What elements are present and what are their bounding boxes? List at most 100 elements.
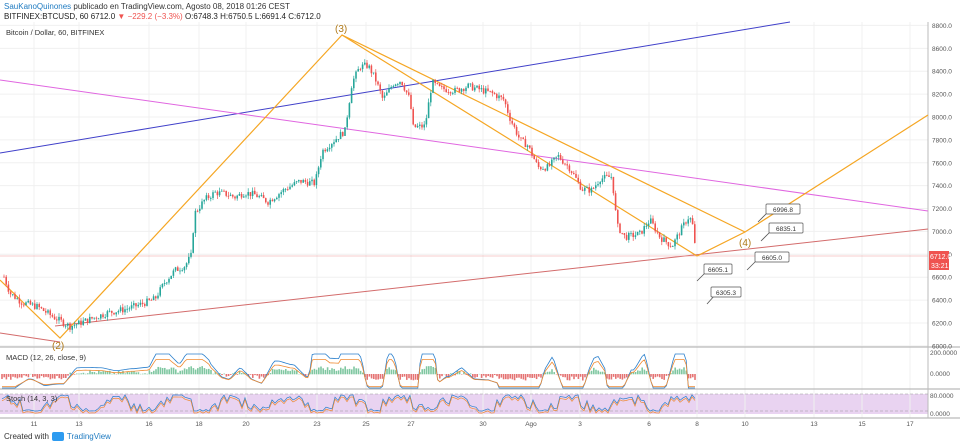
macd-bar [62, 374, 65, 378]
time-tick-label: 25 [362, 421, 370, 428]
price-callout[interactable]: 6605.0 [746, 251, 790, 271]
support-line[interactable] [54, 228, 929, 327]
candle-body [161, 283, 164, 288]
macd-bar [131, 371, 133, 375]
price-tick-label: 8000.0 [932, 114, 952, 121]
candle-body [282, 189, 285, 193]
candle-body [544, 169, 546, 171]
candle-body [507, 104, 509, 113]
macd-bar [414, 374, 417, 380]
candle-body [25, 302, 27, 306]
price-callout[interactable]: 6996.8 [757, 203, 801, 223]
macd-bar [645, 370, 648, 375]
time-tick-label: 10 [741, 421, 749, 428]
candle-body [665, 237, 667, 243]
macd-bar [181, 370, 184, 375]
candle-body [168, 278, 170, 283]
macd-bar [436, 374, 439, 376]
candle-body [366, 62, 368, 68]
candle-body [80, 320, 82, 325]
trend-line-magenta[interactable] [0, 79, 929, 212]
candle-body [612, 176, 615, 194]
price-tick-label: 6200.0 [932, 320, 952, 327]
candle-body [603, 174, 606, 179]
macd-bar [531, 374, 533, 378]
candle-body [247, 192, 249, 196]
candle-body [449, 92, 452, 94]
candle-body [155, 296, 157, 299]
candle-body [128, 308, 131, 310]
candle-body [348, 103, 351, 118]
candle-body [3, 276, 5, 278]
macd-bar [392, 369, 395, 375]
change-arrow: ▼ [117, 12, 126, 21]
tradingview-link[interactable]: TradingView [66, 432, 111, 441]
elliott-wave-top[interactable] [341, 34, 746, 233]
candle-body [579, 181, 582, 190]
time-tick-label: 13 [75, 421, 83, 428]
macd-bar [289, 370, 291, 375]
candle-body [148, 298, 150, 300]
macd-bar [236, 374, 239, 375]
candle-body [463, 89, 465, 91]
macd-bar [469, 373, 472, 375]
time-axis[interactable]: 11 13 16 18 20 23 25 27 30 Ago 3 6 8 10 13 15 17 [31, 421, 914, 428]
macd-bar [155, 369, 157, 375]
time-tick-label: 16 [145, 421, 153, 428]
candle-body [555, 156, 557, 158]
footer: Created with TradingView [4, 432, 111, 441]
candle-body [234, 196, 236, 199]
candle-body [280, 192, 282, 195]
macd-bar [601, 371, 604, 375]
candle-body [192, 233, 194, 253]
candle-body [478, 85, 480, 90]
candle-body [586, 187, 588, 188]
candle-body [38, 304, 40, 308]
candle-body [430, 92, 432, 103]
candle-body [163, 283, 166, 284]
support-line-lower[interactable] [0, 332, 61, 343]
macd-bar [403, 374, 406, 377]
macd-bar [458, 371, 461, 375]
price-tick-label: 7400.0 [932, 183, 952, 190]
candle-body [190, 252, 192, 257]
macd-bar [540, 374, 542, 378]
candle-body [309, 181, 311, 186]
macd-bar [623, 374, 626, 379]
macd-bar [632, 372, 635, 375]
stoch-axis-label: 80.0000 [930, 393, 954, 400]
price-axis[interactable]: 8800.0 8600.0 8400.0 8200.0 8000.0 7800.0 7600… [932, 23, 952, 350]
candle-body [522, 137, 524, 139]
candle-body [188, 256, 190, 264]
price-callout[interactable]: 6305.3 [706, 286, 742, 305]
macd-bar [199, 366, 201, 375]
candle-body [401, 81, 403, 86]
elliott-wave[interactable] [0, 34, 698, 339]
candle-body [379, 84, 381, 91]
price-callout[interactable]: 6605.1 [696, 263, 733, 282]
open-value: O:6748.3 [184, 12, 218, 21]
candle-body [141, 302, 144, 305]
macd-bar [687, 374, 690, 379]
close-value: C:6712.0 [288, 12, 321, 21]
price-callout[interactable]: 6835.1 [760, 222, 804, 242]
macd-bar [577, 374, 580, 379]
candle-body [652, 218, 654, 224]
macd-bar [619, 374, 621, 379]
macd-bar [258, 374, 261, 379]
macd-bar [676, 369, 679, 375]
macd-bar [27, 374, 30, 378]
candle-body [654, 223, 656, 232]
channel-line-blue[interactable] [0, 21, 791, 154]
author-link[interactable]: SauKanoQuinones [4, 2, 72, 11]
candlesticks [3, 59, 696, 334]
candle-body [672, 246, 674, 248]
candle-body [18, 298, 21, 304]
macd-bar [678, 368, 681, 375]
macd-bar [584, 374, 586, 378]
countdown-tag [929, 261, 949, 270]
candle-body [526, 145, 529, 148]
time-tick-label: 27 [407, 421, 415, 428]
candle-body [152, 296, 155, 301]
